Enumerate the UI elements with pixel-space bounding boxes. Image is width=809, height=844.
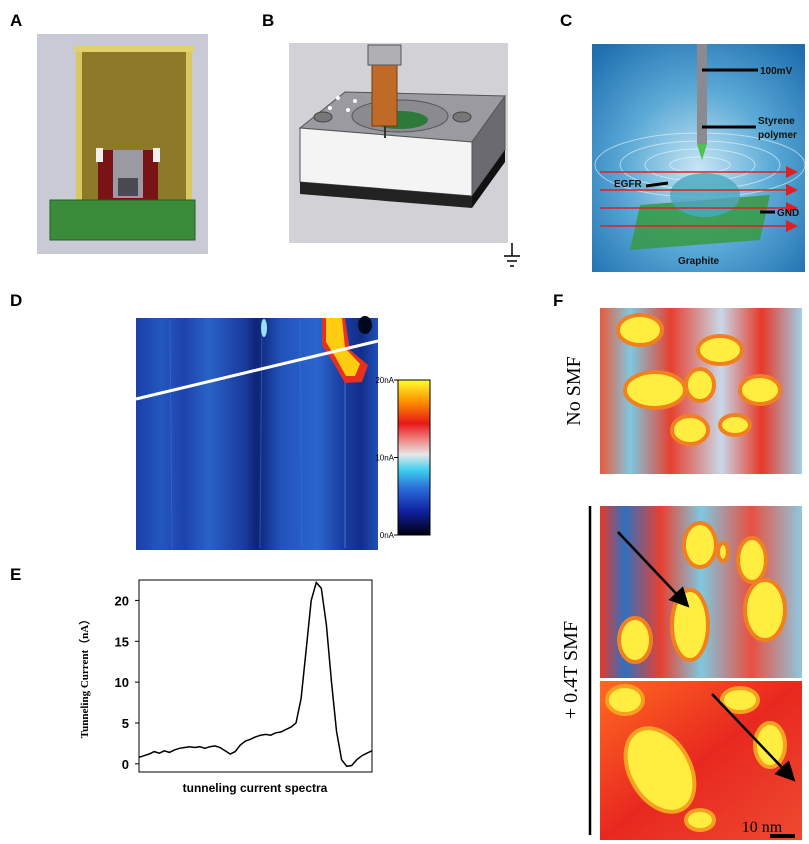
shape: [328, 106, 332, 110]
shape: [720, 415, 750, 435]
shape: [358, 316, 372, 334]
y-tick-label: 15: [115, 634, 129, 649]
coating-label: polymer: [758, 130, 797, 141]
panel-f-maps: No SMF + 0.4T SMF 10 nm: [560, 308, 802, 840]
panel-a-render: [37, 34, 208, 254]
shape: [398, 380, 430, 535]
shape: [745, 580, 785, 640]
shape: [261, 319, 267, 337]
panel-label: D: [10, 291, 22, 310]
colorbar-tick-label: 0nA: [380, 531, 395, 540]
shape: [50, 200, 195, 240]
shape: [698, 336, 742, 364]
substrate-label: Graphite: [678, 256, 720, 267]
ground-label: GND: [777, 208, 799, 219]
shape: [740, 376, 780, 404]
shape: [686, 369, 714, 401]
colorbar-tick-label: 10nA: [375, 454, 394, 463]
page: A B C D E F: [0, 0, 809, 844]
panel-b-render: [289, 43, 520, 266]
shape: [625, 372, 685, 408]
shape: [336, 96, 340, 100]
y-axis-title: Tunneling Current（nA）: [78, 614, 91, 738]
figure: A B C D E F: [0, 0, 809, 844]
spectrum-line: [139, 583, 372, 767]
panel-c-render: 100mV Styrene polymer EGFR GND Graphite: [592, 44, 805, 272]
panel-label: F: [553, 291, 563, 310]
shape: [76, 48, 82, 200]
y-tick-label: 0: [122, 757, 129, 772]
shape: [607, 686, 643, 714]
shape: [672, 416, 708, 444]
panel-label: C: [560, 11, 572, 30]
coating-label: Styrene: [758, 116, 795, 127]
shape: [718, 543, 728, 561]
condition-label: No SMF: [563, 356, 585, 425]
shape: [74, 46, 194, 52]
shape: [697, 44, 707, 144]
shape: [118, 178, 138, 196]
shape: [153, 148, 160, 162]
voltage-label: 100mV: [760, 66, 793, 77]
shape: [670, 173, 740, 217]
y-tick-label: 10: [115, 675, 129, 690]
panel-label: B: [262, 11, 274, 30]
receptor-label: EGFR: [614, 179, 643, 190]
plot-frame: [139, 580, 372, 772]
shape: [684, 523, 716, 567]
panel-label: E: [10, 565, 21, 584]
shape: [96, 148, 103, 162]
shape: [314, 112, 332, 122]
shape: [368, 45, 401, 65]
shape: [618, 315, 662, 345]
y-tick-label: 5: [122, 716, 129, 731]
shape: [672, 590, 708, 660]
shape: [346, 108, 350, 112]
shape: [186, 48, 192, 200]
shape: [686, 810, 714, 830]
line-chart: Tunneling Current（nA） tunneling current …: [78, 580, 372, 795]
shape: [619, 618, 651, 662]
colorbar-ticks: 20nA 10nA 0nA: [375, 376, 398, 540]
panel-d-map: [136, 316, 430, 550]
panel-label: A: [10, 11, 22, 30]
scale-bar-label: 10 nm: [742, 819, 783, 836]
x-axis-title: tunneling current spectra: [183, 781, 328, 795]
shape: [738, 538, 766, 582]
shape: [504, 243, 520, 266]
shape: [453, 112, 471, 122]
shape: [372, 62, 397, 126]
y-tick-label: 20: [115, 593, 129, 608]
condition-label: + 0.4T SMF: [560, 621, 582, 719]
colorbar-tick-label: 20nA: [375, 376, 394, 385]
shape: [353, 99, 357, 103]
